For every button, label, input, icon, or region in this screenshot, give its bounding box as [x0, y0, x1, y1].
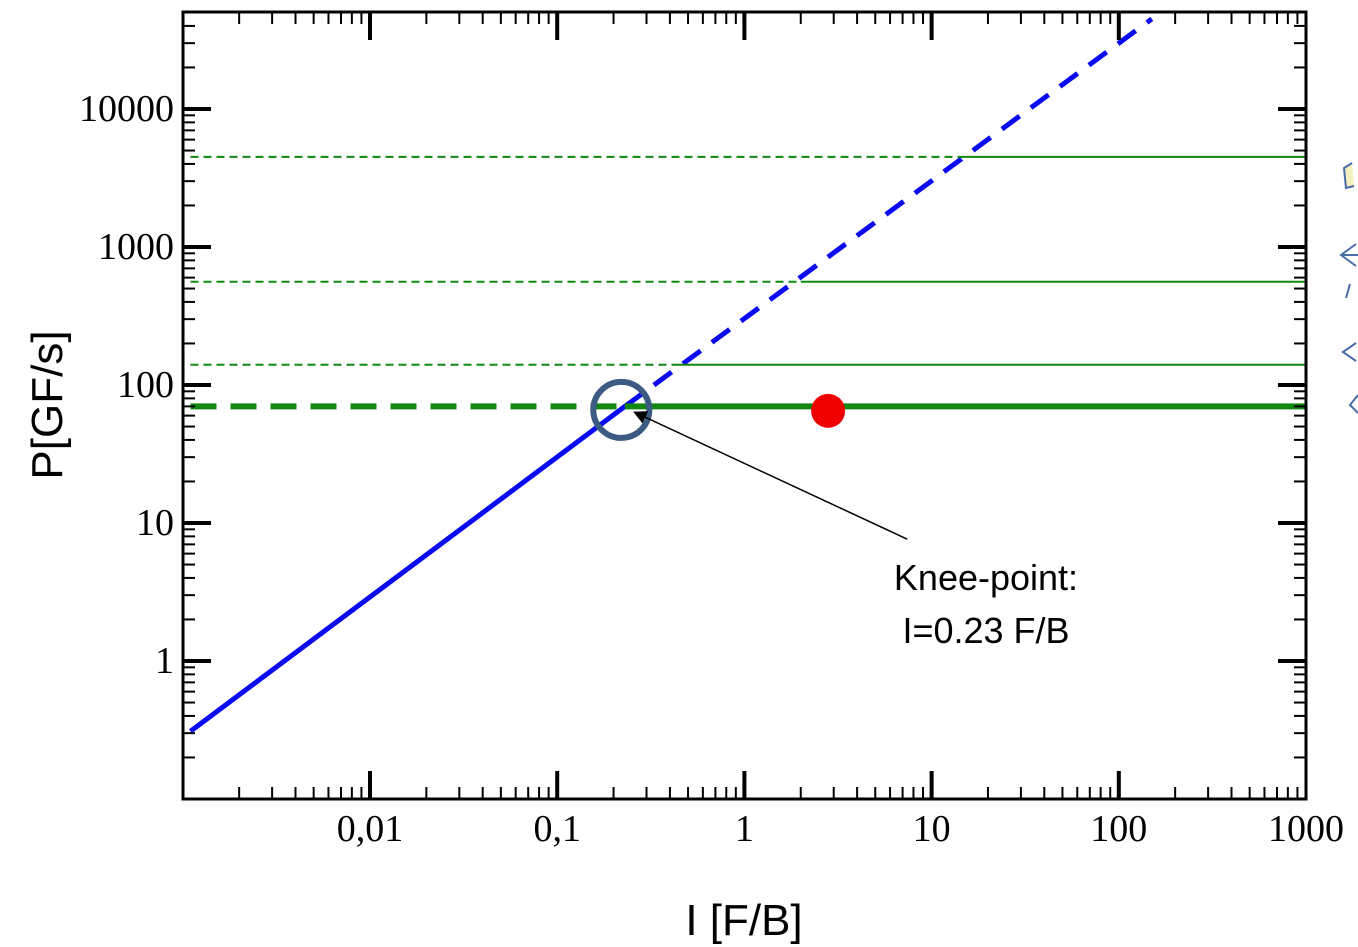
y-tick-label: 1000 [98, 226, 174, 268]
series-layer [189, 16, 1306, 734]
x-tick-label: 0,1 [533, 808, 581, 850]
annotation-line-1: Knee-point: [894, 557, 1078, 598]
tick-labels: 0,01 0,1 1 10 100 1000 1 10 100 1000 10000 [79, 88, 1344, 850]
partial-side-graphic [1339, 162, 1358, 414]
x-tick-label: 0,01 [337, 808, 404, 850]
annotation-line-2: I=0.23 F/B [902, 610, 1069, 651]
roofline-line-1 [623, 16, 1154, 409]
plot-frame [181, 10, 1308, 801]
measured-point [811, 393, 846, 428]
x-tick-label: 100 [1090, 808, 1147, 850]
x-tick-label: 10 [913, 808, 951, 850]
annotation-arrow [633, 411, 908, 540]
ticks-layer [183, 12, 1306, 799]
y-tick-label: 10 [136, 502, 174, 544]
y-tick-label: 1 [155, 640, 174, 682]
annotation-layer: Knee-point: I=0.23 F/B [633, 411, 1078, 651]
x-tick-label: 1000 [1268, 808, 1344, 850]
y-tick-label: 100 [117, 364, 174, 406]
x-axis-title: I [F/B] [685, 896, 802, 945]
roofline-line-0 [189, 404, 627, 734]
knee-point-marker [590, 378, 653, 441]
x-tick-label: 1 [735, 808, 754, 850]
y-axis-title: P[GF/s] [23, 330, 72, 479]
y-tick-label: 10000 [79, 88, 174, 130]
